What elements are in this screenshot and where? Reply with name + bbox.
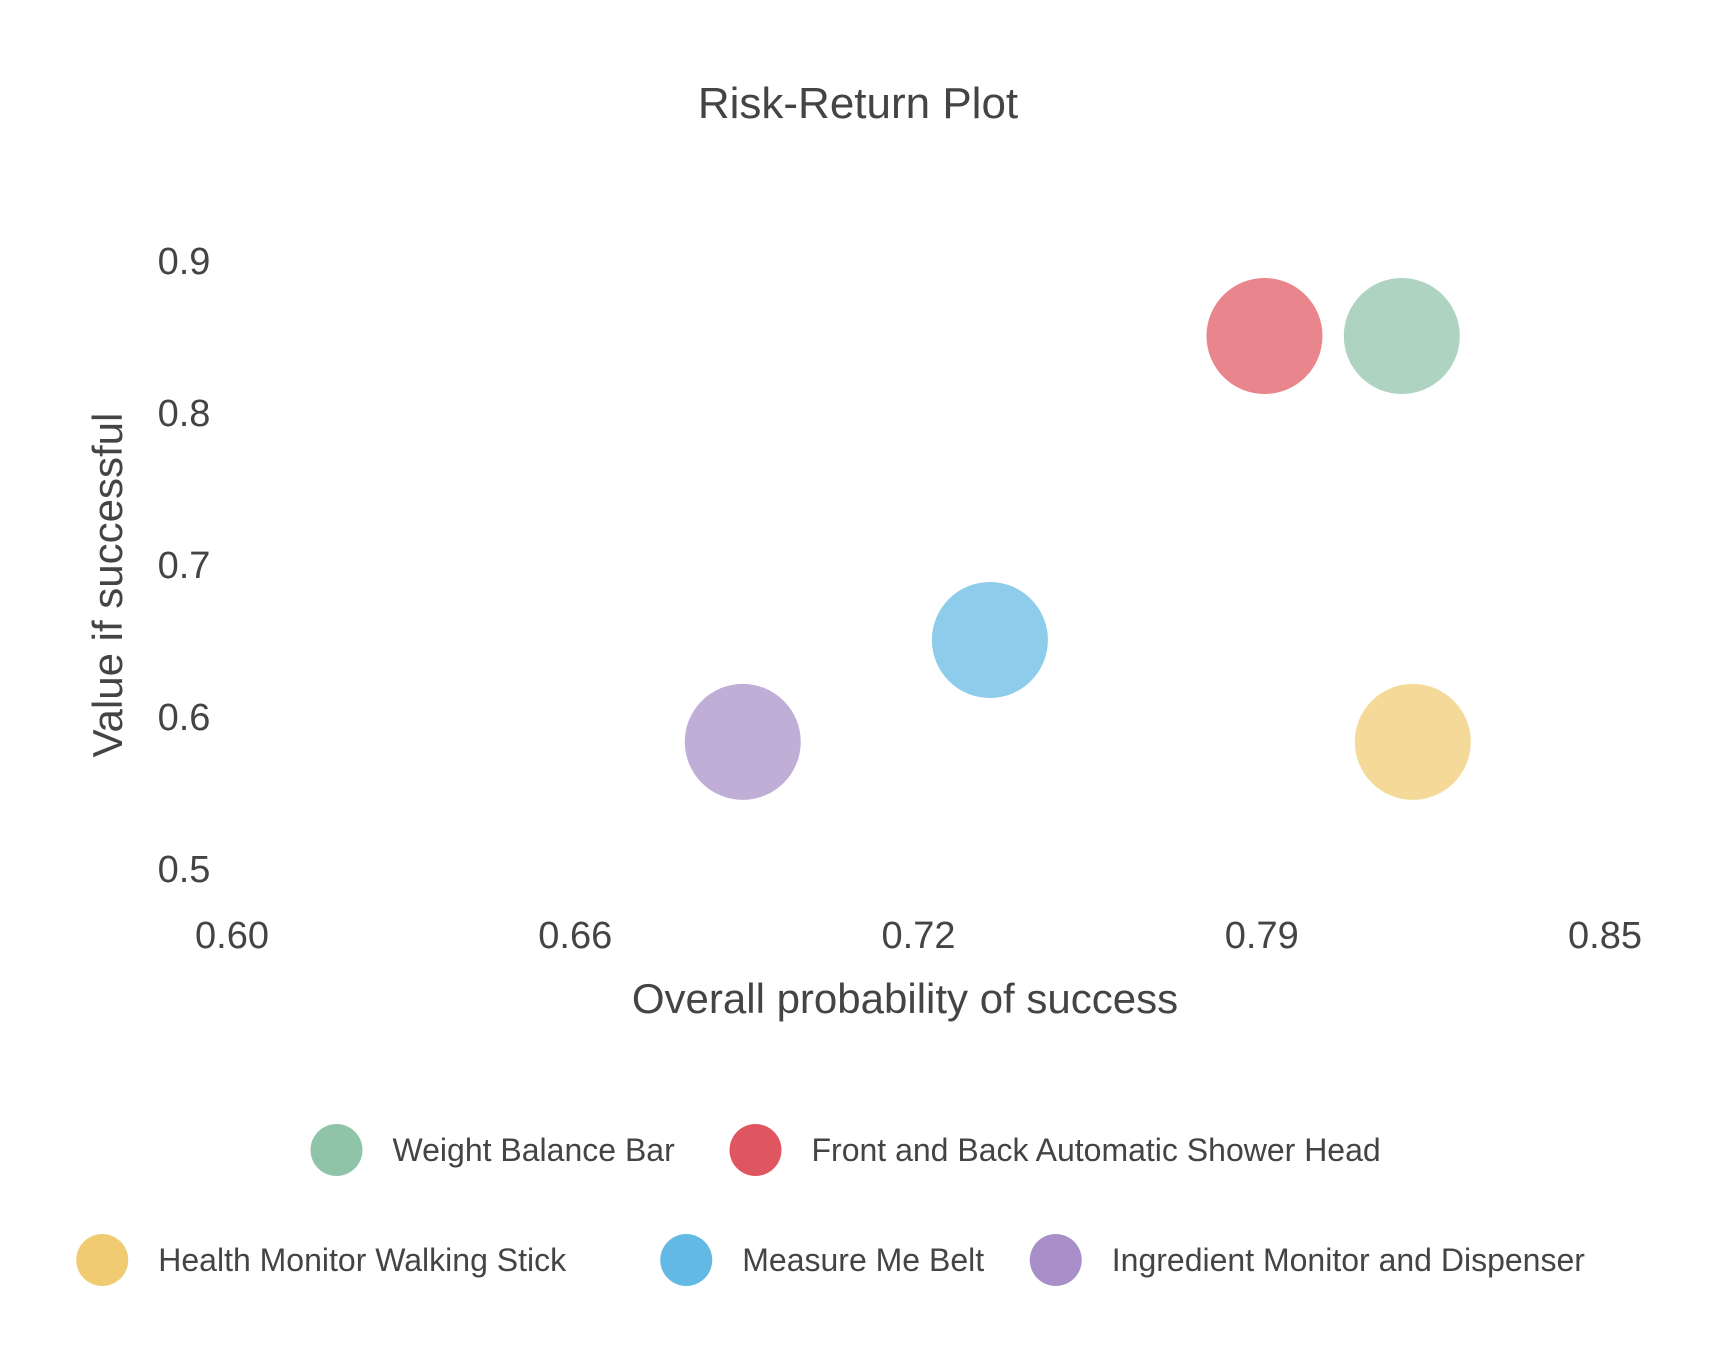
y-tick-label: 0.5 [158,849,211,891]
y-tick-label: 0.6 [158,697,211,739]
legend-label: Front and Back Automatic Shower Head [812,1132,1381,1168]
y-axis-ticks: 0.5 0.6 0.7 0.8 0.9 [158,241,211,891]
legend-item[interactable]: Health Monitor Walking Stick [76,1234,567,1286]
legend-label: Health Monitor Walking Stick [158,1242,567,1278]
legend-swatch [660,1234,713,1286]
chart-title: Risk-Return Plot [698,79,1018,128]
y-tick-label: 0.7 [158,545,211,587]
legend-swatch [729,1124,782,1176]
x-tick-label: 0.60 [195,915,269,957]
data-point [1206,278,1323,394]
legend-item[interactable]: Measure Me Belt [660,1234,984,1286]
legend-label: Ingredient Monitor and Dispenser [1112,1242,1586,1278]
data-point [684,683,801,800]
legend-label: Weight Balance Bar [393,1132,676,1168]
data-points [684,278,1471,800]
data-point [1343,278,1460,394]
legend-item[interactable]: Weight Balance Bar [310,1124,676,1176]
legend-item[interactable]: Front and Back Automatic Shower Head [729,1124,1381,1176]
data-point [1354,683,1471,800]
y-tick-label: 0.9 [158,241,211,283]
y-axis-label: Value if successful [84,413,131,758]
data-point [931,582,1048,698]
legend-label: Measure Me Belt [742,1242,984,1278]
y-tick-label: 0.8 [158,393,211,435]
legend-item[interactable]: Ingredient Monitor and Dispenser [1029,1234,1586,1286]
legend-swatch [310,1124,363,1176]
legend-swatch [1029,1234,1082,1286]
x-tick-label: 0.85 [1568,915,1642,957]
legend: Weight Balance Bar Front and Back Automat… [76,1124,1585,1286]
x-tick-label: 0.72 [882,915,956,957]
x-axis-ticks: 0.60 0.66 0.72 0.79 0.85 [195,915,1642,957]
x-tick-label: 0.66 [538,915,612,957]
x-tick-label: 0.79 [1225,915,1299,957]
x-axis-label: Overall probability of success [632,975,1178,1022]
legend-swatch [76,1234,129,1286]
